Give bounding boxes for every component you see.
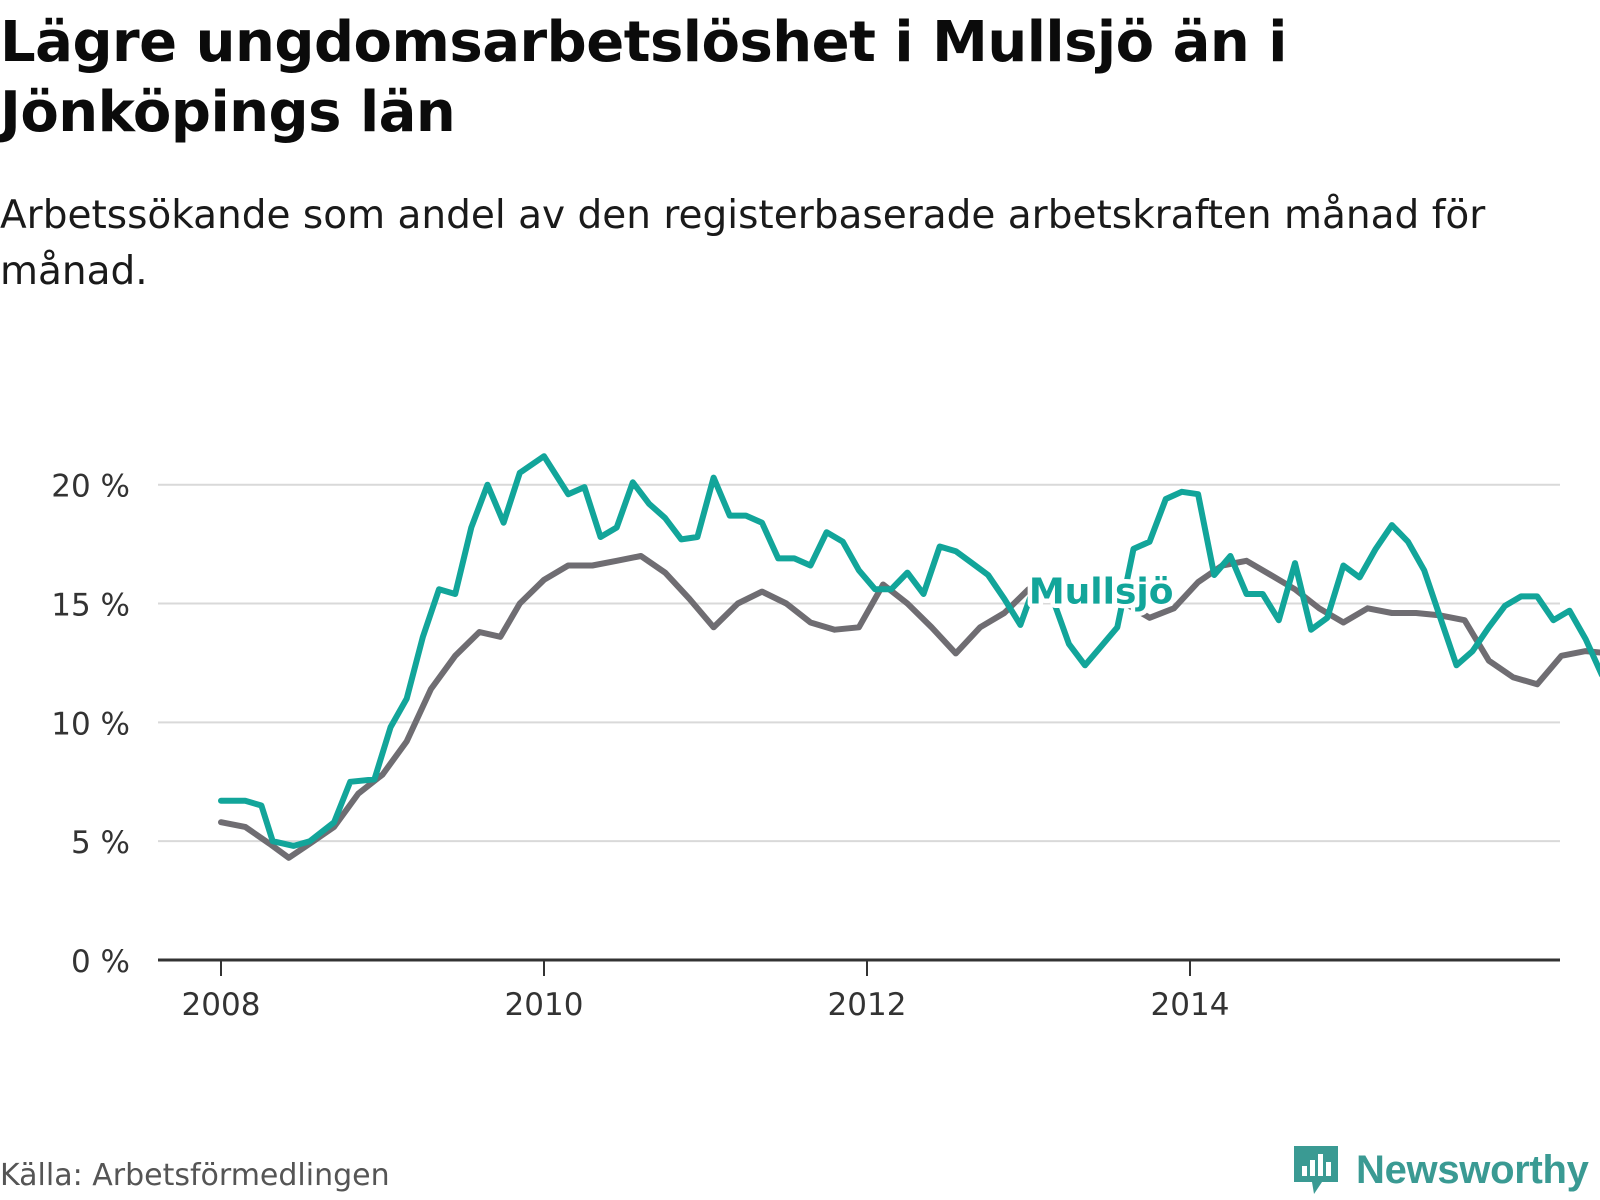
series-line-lan [218,553,1600,861]
bar-chart-speech-bubble-icon [1294,1146,1338,1194]
y-tick-label: 10 % [51,706,130,742]
series-label-mullsjo-text: Mullsjö [1029,572,1174,613]
source-text: Källa: Arbetsförmedlingen [0,1158,390,1193]
chart-subtitle: Arbetssökande som andel av den registerb… [0,193,1486,294]
y-tick-label: 5 % [71,825,130,861]
x-axis-ticks: 20082010201220142017201920212023 [158,958,1560,1023]
x-tick-label: 2014 [1151,987,1230,1023]
x-tick-label: 2010 [505,987,584,1023]
y-tick-label: 20 % [51,469,130,505]
brand-name: Newsworthy [1356,1147,1589,1192]
series-line-mullsjo [218,453,1600,849]
x-tick-label: 2008 [182,987,261,1023]
line-chart: 0 %5 %10 %15 %20 % 200820102012201420172… [51,453,1600,1023]
chart-title: Lägre ungdomsarbetslöshet i Mullsjö än i… [0,10,1287,145]
y-tick-label: 0 % [71,944,130,980]
brand-logo[interactable]: Newsworthy [1290,1140,1589,1200]
series-lines [218,453,1600,861]
series-labels: MullsjöMullsjöJönköpings länJönköpings l… [1024,567,1178,617]
y-tick-label: 15 % [51,588,130,624]
series-label-mullsjo-halo: Mullsjö [1029,572,1174,613]
y-axis-ticks: 0 % 5 % 10 % 15 % 20 % [51,469,130,980]
x-tick-label: 2012 [828,987,907,1023]
